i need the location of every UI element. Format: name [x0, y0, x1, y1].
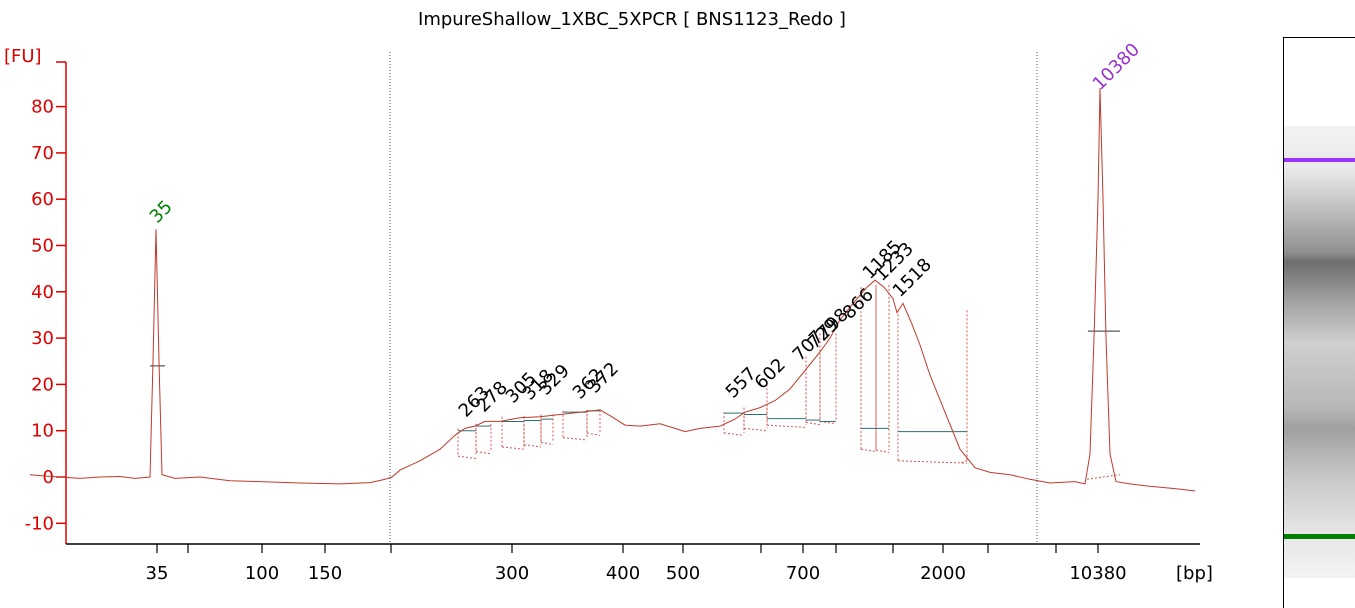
x-tick-label-0: 35	[146, 563, 169, 584]
chart-title: ImpureShallow_1XBC_5XPCR [ BNS1123_Redo …	[418, 9, 846, 30]
gel-lane	[1284, 126, 1355, 578]
y-axis-label: [FU]	[4, 46, 42, 67]
peak-label-8: 602	[751, 354, 790, 393]
y-tick-label-1: 0	[43, 467, 54, 488]
segment-floor-6	[586, 432, 601, 436]
marker-peak-label-1: 10380	[1089, 39, 1144, 94]
region-markers	[389, 52, 1038, 544]
y-tick-label-2: 10	[31, 421, 54, 442]
segment-tail	[959, 460, 968, 464]
segment-floor-8	[743, 427, 768, 432]
x-tick-label-3: 150	[308, 563, 342, 584]
segment-floor-1	[475, 451, 492, 455]
segment-floor-13	[875, 449, 890, 453]
x-tick-label-15: 10380	[1069, 563, 1126, 584]
x-tick-label-5: 300	[495, 563, 529, 584]
segment-floor-14	[897, 460, 968, 464]
y-axis: -10 0 10 20 30 40 50 60 70 80	[25, 61, 67, 544]
segment-floor-5	[562, 437, 588, 441]
gel-band-lower-marker	[1284, 534, 1355, 539]
segment-floor-3	[523, 444, 542, 448]
y-tick-label-6: 50	[31, 236, 54, 257]
x-tick-label-6: 400	[606, 563, 640, 584]
segment-floor-7	[723, 432, 745, 436]
marker-peak-label-0: 35	[146, 196, 177, 227]
y-tick-label-0: -10	[25, 513, 54, 534]
segment-floor-0	[457, 455, 477, 459]
segment-floor-4	[540, 441, 554, 446]
marker-floor-upper	[1086, 474, 1121, 480]
x-tick-label-7: 500	[666, 563, 700, 584]
segment-floor-12	[860, 448, 877, 453]
y-tick-label-9: 80	[31, 97, 54, 118]
x-tick-label-2: 100	[245, 563, 279, 584]
y-tick-label-5: 40	[31, 282, 54, 303]
gel-band-upper-marker	[1284, 158, 1355, 162]
y-tick-label-8: 70	[31, 143, 54, 164]
segment-floor-2	[501, 446, 525, 450]
x-axis-label: [bp]	[1176, 563, 1213, 584]
y-tick-label-7: 60	[31, 189, 54, 210]
gel-image	[1283, 37, 1355, 608]
peak-segments	[150, 284, 1121, 480]
x-tick-label-12: 2000	[920, 563, 966, 584]
signal-trace	[29, 88, 1196, 492]
electropherogram-chart: ImpureShallow_1XBC_5XPCR [ BNS1123_Redo …	[4, 9, 1213, 584]
y-tick-label-4: 30	[31, 328, 54, 349]
y-tick-label-3: 20	[31, 374, 54, 395]
x-tick-label-9: 700	[786, 563, 820, 584]
segment-floor-9	[766, 424, 807, 428]
x-axis: 35 100 150 300 400 500 700 2000 10380	[66, 543, 1200, 584]
segment-floor-10	[805, 421, 821, 426]
segment-floor-11	[819, 420, 837, 425]
